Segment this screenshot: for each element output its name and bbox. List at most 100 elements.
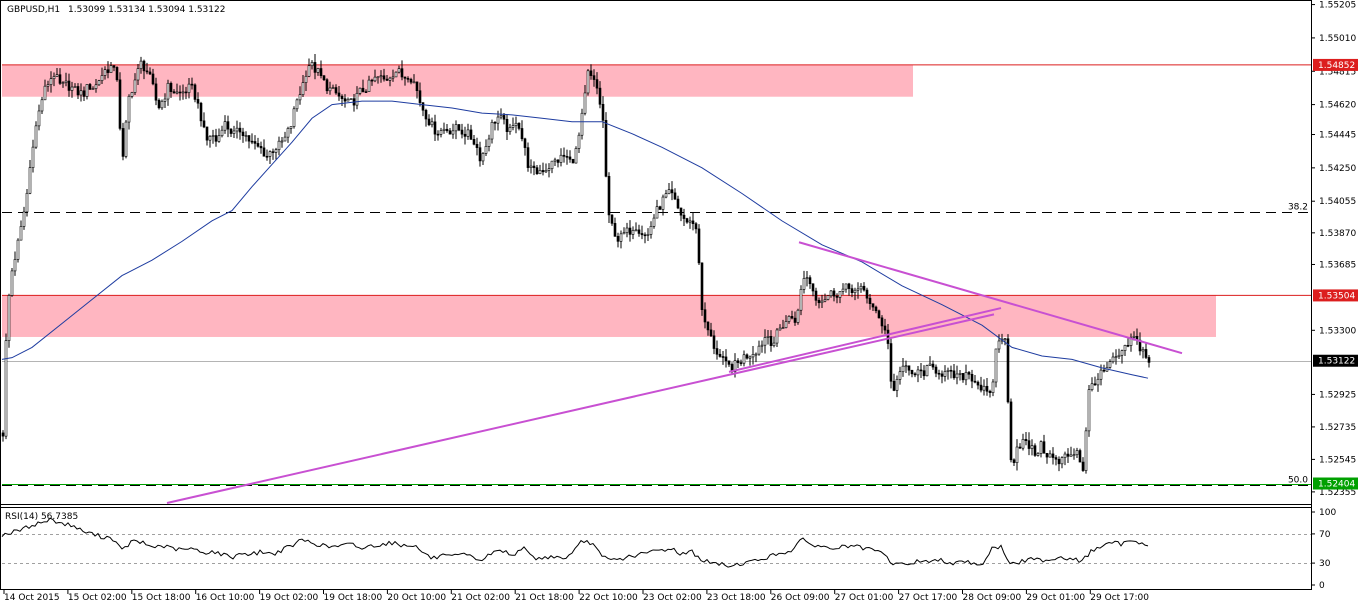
candle-body xyxy=(88,84,92,90)
resistance-zone-2 xyxy=(2,295,1216,337)
time-tick-label: 19 Oct 02:00 xyxy=(260,593,319,603)
price-plot-area[interactable]: 38.2 50.0 xyxy=(1,53,1311,504)
candle-body xyxy=(937,372,941,375)
candle-body xyxy=(454,124,458,132)
candle-body xyxy=(127,96,131,123)
candle-body xyxy=(928,363,932,366)
candle-body xyxy=(634,229,638,232)
price-tick-label: 1.54445 xyxy=(1319,131,1356,141)
candle-body xyxy=(790,316,794,319)
candle-body xyxy=(856,288,860,291)
candle-body xyxy=(739,362,743,364)
time-tick-label: 26 Oct 09:00 xyxy=(771,593,830,603)
candle-body xyxy=(61,82,65,84)
candle-body xyxy=(376,76,380,79)
rsi-tick-label: 30 xyxy=(1319,559,1331,569)
candle-body xyxy=(613,223,617,237)
candle-body xyxy=(682,214,686,219)
current-price-tag-label: 1.53122 xyxy=(1318,357,1355,367)
candle-body xyxy=(463,133,467,137)
time-tick-label: 29 Oct 01:00 xyxy=(1026,593,1085,603)
candle-body xyxy=(667,189,671,194)
candle-body xyxy=(835,295,839,298)
candle-body xyxy=(265,155,269,158)
candle-body xyxy=(622,232,626,235)
candle-body xyxy=(691,220,695,224)
candle-body xyxy=(373,76,377,82)
time-tick-label: 14 Oct 2015 xyxy=(4,593,60,603)
candle-body xyxy=(1,432,5,437)
candle-body xyxy=(643,234,647,237)
candle-body xyxy=(52,76,56,80)
candle-body xyxy=(859,285,863,290)
candle-body xyxy=(241,131,245,136)
time-axis-ticks: 14 Oct 2015 15 Oct 02:00 15 Oct 18:00 16 Oc… xyxy=(3,590,1149,603)
candle-body xyxy=(664,193,668,198)
candle-body xyxy=(1009,401,1013,461)
candle-body xyxy=(562,154,566,157)
candle-body xyxy=(1108,361,1112,368)
candle-body xyxy=(457,124,461,131)
trendline-3 xyxy=(798,241,1183,355)
candle-body xyxy=(466,129,470,137)
candle-body xyxy=(436,133,440,136)
candle-body xyxy=(964,372,968,381)
candle-body xyxy=(280,140,284,143)
candle-body xyxy=(202,120,206,128)
candle-body xyxy=(67,80,71,91)
candle-body xyxy=(847,283,851,289)
candle-body xyxy=(601,103,605,121)
rsi-panel[interactable]: 100 70 30 0 xyxy=(1,508,1336,591)
candle-body xyxy=(589,70,593,76)
candle-body xyxy=(913,373,917,376)
candle-body xyxy=(364,91,368,93)
time-tick-label: 16 Oct 10:00 xyxy=(196,593,255,603)
candle-body xyxy=(118,79,122,129)
candle-body xyxy=(484,146,488,154)
candle-body xyxy=(271,151,275,153)
candle-body xyxy=(544,170,548,173)
candle-body xyxy=(523,138,527,148)
candle-body xyxy=(1114,356,1118,358)
price-tick-label: 1.52355 xyxy=(1319,488,1356,498)
candle-body xyxy=(862,285,866,291)
candle-body xyxy=(754,353,758,356)
candle-body xyxy=(994,348,998,383)
candle-body xyxy=(1132,335,1136,338)
candle-body xyxy=(103,69,107,76)
candle-body xyxy=(190,83,194,86)
candle-body xyxy=(967,372,971,375)
candle-body xyxy=(976,381,980,386)
candle-body xyxy=(415,81,419,92)
price-tick-label: 1.53300 xyxy=(1319,326,1356,336)
candle-body xyxy=(13,259,17,272)
candle-body xyxy=(82,90,86,97)
price-tick-label: 1.54250 xyxy=(1319,164,1356,174)
candle-body xyxy=(706,321,710,331)
candle-body xyxy=(793,317,797,323)
candle-body xyxy=(418,90,422,103)
candle-body xyxy=(985,385,989,392)
candle-body xyxy=(598,87,602,105)
candle-body xyxy=(724,356,728,362)
candle-body xyxy=(151,73,155,85)
time-tick-label: 15 Oct 02:00 xyxy=(68,593,127,603)
candle-body xyxy=(286,128,290,138)
candle-body xyxy=(511,125,515,128)
candle-body xyxy=(955,373,959,379)
candle-body xyxy=(1069,454,1073,457)
candle-body xyxy=(1096,378,1100,386)
candle-body xyxy=(76,86,80,96)
candle-body xyxy=(775,329,779,344)
candle-body xyxy=(943,371,947,377)
price-axis-ticks: 1.55205 1.55010 1.54815 1.54620 1.54445 1.542… xyxy=(1311,1,1356,498)
rsi-label: RSI(14) 56.7385 xyxy=(5,512,78,522)
candle-body xyxy=(31,146,35,168)
candle-body xyxy=(718,353,722,357)
candle-body xyxy=(499,115,503,118)
candle-body xyxy=(478,147,482,162)
price-tick-label: 1.52735 xyxy=(1319,423,1356,433)
candle-body xyxy=(157,99,161,109)
support-price-tag-box xyxy=(1313,477,1358,490)
candle-body xyxy=(7,295,11,341)
